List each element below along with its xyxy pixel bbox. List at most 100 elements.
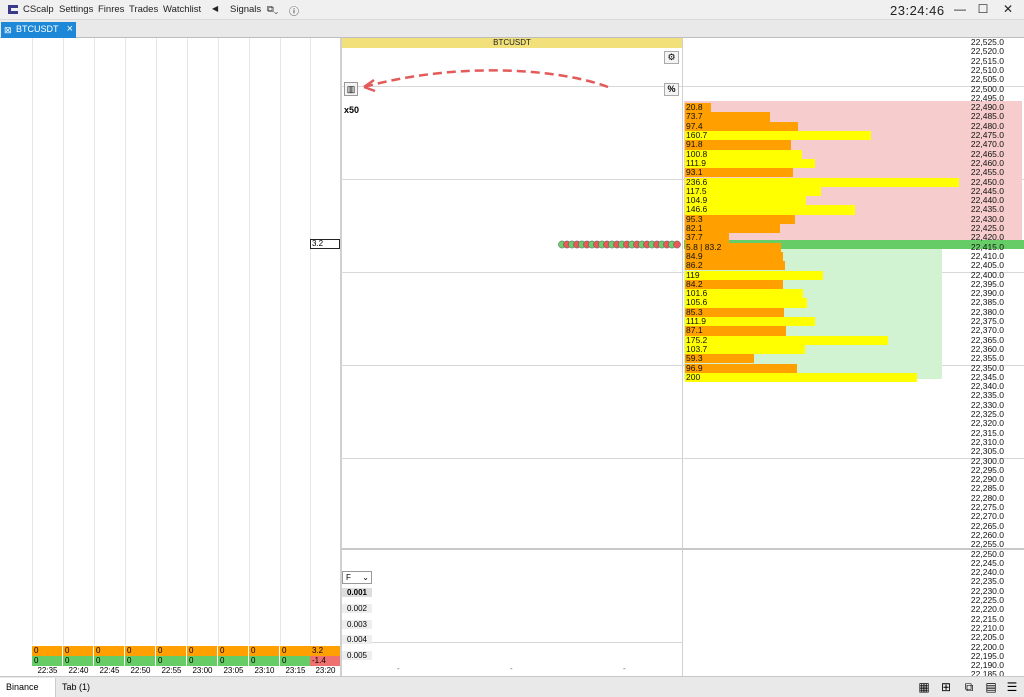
volume-bar[interactable]: 82.1	[685, 223, 780, 234]
price-level[interactable]: 22,455.0	[970, 167, 1004, 178]
price-level[interactable]: 22,220.0	[970, 604, 1004, 615]
gear-icon[interactable]: ⚙	[664, 51, 679, 64]
volume-bar[interactable]: 111.9	[685, 158, 815, 169]
volume-bar[interactable]: 95.3	[685, 214, 795, 224]
volume-bar[interactable]: 105.6	[685, 298, 807, 308]
price-level[interactable]: 22,235.0	[970, 576, 1004, 587]
panel-divider[interactable]	[340, 38, 342, 676]
volume-bar[interactable]: 97.4	[685, 121, 798, 131]
price-level[interactable]: 22,515.0	[970, 55, 1004, 66]
price-level[interactable]: 22,505.0	[970, 74, 1004, 85]
price-level[interactable]: 22,285.0	[970, 483, 1004, 494]
price-level[interactable]: 22,485.0	[970, 111, 1004, 122]
price-level[interactable]: 22,210.0	[970, 622, 1004, 633]
filter-select[interactable]: F ⌄	[342, 571, 372, 584]
price-level[interactable]: 22,335.0	[970, 390, 1004, 401]
volume-bar[interactable]: 86.2	[685, 260, 785, 271]
tab-btcusdt[interactable]: ⊠ BTCUSDT ×	[1, 22, 76, 38]
volume-bar[interactable]: 175.2	[685, 335, 888, 345]
price-level[interactable]: 22,445.0	[970, 185, 1004, 196]
price-level[interactable]: 22,355.0	[970, 353, 1004, 364]
price-level[interactable]: 22,395.0	[970, 278, 1004, 289]
price-level[interactable]: 22,370.0	[970, 325, 1004, 336]
volume-bar[interactable]: 236.6	[685, 177, 959, 187]
price-level[interactable]: 22,520.0	[970, 46, 1004, 57]
price-level[interactable]: 22,495.0	[970, 92, 1004, 103]
price-level[interactable]: 22,390.0	[970, 288, 1004, 299]
price-level[interactable]: 22,460.0	[970, 157, 1004, 168]
price-level[interactable]: 22,245.0	[970, 557, 1004, 568]
menu-trades[interactable]: Trades	[129, 4, 159, 15]
price-level[interactable]: 22,280.0	[970, 492, 1004, 503]
volume-bar[interactable]: 84.9	[685, 251, 783, 262]
price-level[interactable]: 22,350.0	[970, 362, 1004, 373]
price-level[interactable]: 22,185.0	[970, 669, 1004, 680]
volume-bar[interactable]: 5.8 | 83.2	[685, 242, 781, 252]
volume-bar[interactable]: 119	[685, 270, 823, 280]
price-level[interactable]: 22,410.0	[970, 250, 1004, 261]
price-level[interactable]: 22,525.0	[970, 37, 1004, 47]
volume-bar[interactable]: 103.7	[685, 344, 805, 355]
arrow-left-icon[interactable]: ◀	[212, 4, 219, 13]
volume-bar[interactable]: 117.5	[685, 186, 821, 197]
menu-signals[interactable]: Signals	[230, 4, 262, 15]
price-level[interactable]: 22,475.0	[970, 130, 1004, 140]
price-level[interactable]: 22,430.0	[970, 213, 1004, 224]
volume-bar[interactable]: 59.3	[685, 353, 754, 364]
price-level[interactable]: 22,365.0	[970, 334, 1004, 345]
volume-bar[interactable]: 85.3	[685, 307, 784, 317]
volume-bar[interactable]: 20.8	[685, 102, 711, 113]
scale-value[interactable]: 0.004	[342, 635, 372, 644]
price-level[interactable]: 22,275.0	[970, 502, 1004, 512]
price-level[interactable]: 22,375.0	[970, 316, 1004, 326]
price-level[interactable]: 22,345.0	[970, 371, 1004, 382]
price-level[interactable]: 22,440.0	[970, 195, 1004, 206]
price-level[interactable]: 22,385.0	[970, 297, 1004, 308]
menu-finres[interactable]: Finres	[98, 4, 125, 15]
volume-bar[interactable]: 111.9	[685, 316, 815, 327]
price-level[interactable]: 22,330.0	[970, 399, 1004, 410]
volume-bar[interactable]: 37.7	[685, 232, 729, 243]
scale-value[interactable]: 0.005	[342, 651, 372, 660]
price-level[interactable]: 22,310.0	[970, 436, 1004, 447]
volume-bar[interactable]: 87.1	[685, 325, 786, 336]
help-icon[interactable]: ⓘ	[289, 7, 299, 18]
percent-button[interactable]: %	[664, 83, 679, 96]
detach-icon[interactable]: ⧉	[964, 680, 974, 694]
price-level[interactable]: 22,200.0	[970, 641, 1004, 652]
price-level[interactable]: 22,415.0	[970, 241, 1004, 252]
scale-value[interactable]: 0.003	[342, 620, 372, 629]
list-add-icon[interactable]: ☰	[1006, 680, 1018, 694]
chart-bars-icon[interactable]: ▥	[344, 82, 358, 96]
volume-bar[interactable]: 100.8	[685, 149, 802, 159]
chart-add-icon[interactable]: ▤	[985, 680, 997, 694]
panel-divider[interactable]	[682, 38, 683, 676]
price-level[interactable]: 22,240.0	[970, 567, 1004, 578]
price-level[interactable]: 22,270.0	[970, 511, 1004, 522]
volume-bar[interactable]: 73.7	[685, 112, 770, 122]
volume-bar[interactable]: 93.1	[685, 167, 793, 178]
close-icon[interactable]: ✕	[1002, 2, 1014, 16]
price-level[interactable]: 22,405.0	[970, 260, 1004, 271]
price-level[interactable]: 22,420.0	[970, 232, 1004, 243]
price-level[interactable]: 22,450.0	[970, 176, 1004, 187]
add-window-icon[interactable]: ⊞	[940, 680, 952, 694]
price-level[interactable]: 22,480.0	[970, 120, 1004, 131]
price-level[interactable]: 22,190.0	[970, 660, 1004, 671]
price-level[interactable]: 22,425.0	[970, 223, 1004, 233]
tab-binance[interactable]: Binance	[0, 678, 56, 697]
volume-bar[interactable]: 96.9	[685, 363, 797, 373]
volume-bar[interactable]: 200	[685, 372, 917, 383]
price-level[interactable]: 22,255.0	[970, 539, 1004, 550]
volume-bar[interactable]: 160.7	[685, 130, 871, 141]
price-level[interactable]: 22,470.0	[970, 139, 1004, 150]
price-level[interactable]: 22,325.0	[970, 409, 1004, 419]
price-level[interactable]: 22,225.0	[970, 595, 1004, 605]
volume-bar[interactable]: 84.2	[685, 279, 783, 290]
price-level[interactable]: 22,260.0	[970, 529, 1004, 540]
price-level[interactable]: 22,320.0	[970, 418, 1004, 429]
price-level[interactable]: 22,360.0	[970, 343, 1004, 354]
price-level[interactable]: 22,500.0	[970, 83, 1004, 94]
price-level[interactable]: 22,340.0	[970, 381, 1004, 392]
volume-bar[interactable]: 91.8	[685, 139, 791, 150]
